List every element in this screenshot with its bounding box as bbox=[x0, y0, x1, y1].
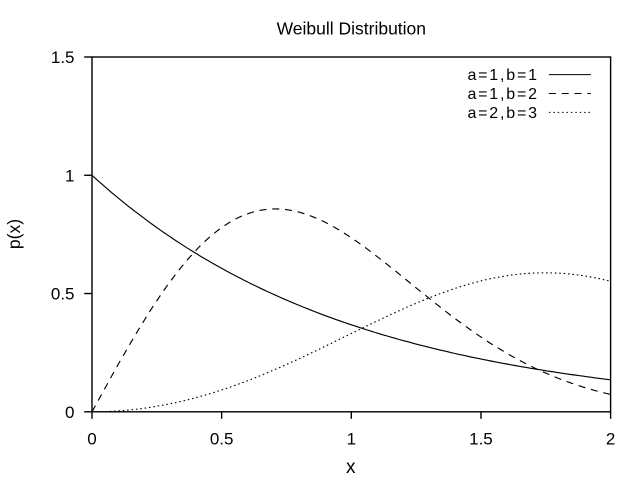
svg-text:0.5: 0.5 bbox=[210, 429, 234, 448]
svg-text:Weibull Distribution: Weibull Distribution bbox=[277, 19, 426, 39]
svg-text:1.5: 1.5 bbox=[51, 48, 75, 67]
svg-text:2: 2 bbox=[606, 429, 615, 448]
svg-text:0: 0 bbox=[87, 429, 96, 448]
svg-text:a=2,b=3: a=2,b=3 bbox=[467, 105, 538, 122]
svg-text:0.5: 0.5 bbox=[51, 285, 75, 304]
svg-text:a=1,b=1: a=1,b=1 bbox=[467, 67, 538, 84]
svg-text:1: 1 bbox=[347, 429, 356, 448]
svg-text:1.5: 1.5 bbox=[469, 429, 493, 448]
svg-text:p(x): p(x) bbox=[4, 219, 24, 249]
svg-text:1: 1 bbox=[65, 166, 74, 185]
svg-text:a=1,b=2: a=1,b=2 bbox=[467, 86, 538, 103]
svg-text:x: x bbox=[346, 457, 356, 478]
svg-text:0: 0 bbox=[65, 403, 74, 422]
